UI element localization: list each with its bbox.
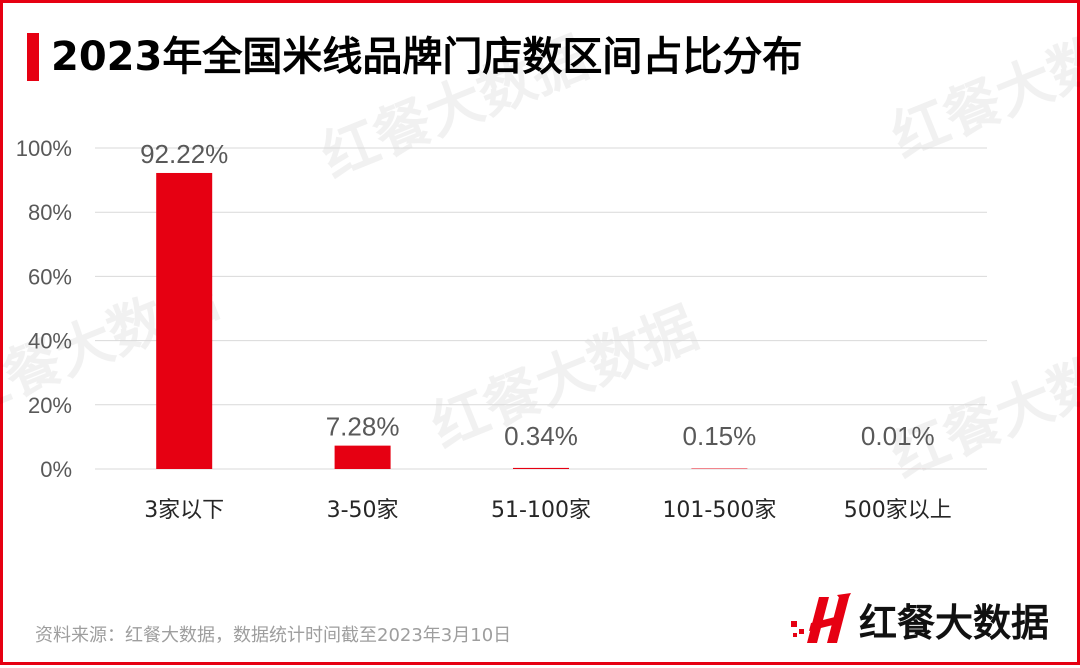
y-tick-label: 100% [16, 136, 72, 161]
source-note: 资料来源：红餐大数据，数据统计时间截至2023年3月10日 [35, 621, 511, 647]
y-tick-label: 60% [28, 264, 72, 289]
x-category-label: 101-500家 [662, 498, 776, 523]
bar-chart: 0% 20% 40% 60% 80% 100% 92.22% 3家以下 7.28% 3-50家 0.… [3, 3, 1080, 668]
data-label: 0.01% [861, 421, 935, 451]
data-label: 92.22% [140, 139, 228, 169]
y-tick-label: 0% [40, 457, 72, 482]
x-category-label: 51-100家 [491, 498, 591, 523]
y-tick-label: 40% [28, 329, 72, 354]
x-category-label: 3-50家 [327, 498, 399, 523]
x-category-label: 3家以下 [144, 498, 224, 523]
brand-logo: 红餐大数据 [789, 591, 1049, 647]
bar [513, 468, 569, 469]
bar [335, 446, 391, 469]
y-tick-label: 20% [28, 393, 72, 418]
data-label: 7.28% [326, 412, 400, 442]
data-label: 0.34% [504, 421, 578, 451]
y-tick-label: 80% [28, 200, 72, 225]
data-label: 0.15% [683, 421, 757, 451]
brand-name: 红餐大数据 [859, 592, 1049, 647]
x-category-label: 500家以上 [844, 498, 952, 523]
brand-h-icon [789, 591, 853, 647]
bar [156, 173, 212, 469]
